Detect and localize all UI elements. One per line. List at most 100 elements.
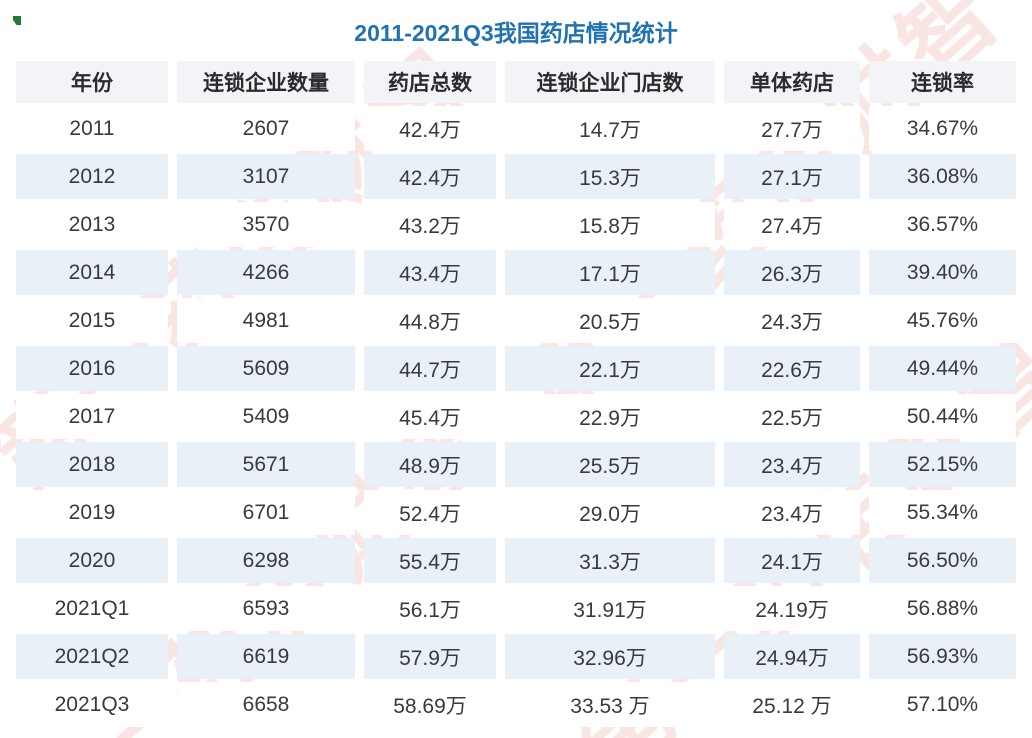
table-cell: 42.4万 bbox=[364, 106, 496, 151]
table-cell: 25.5万 bbox=[505, 442, 715, 487]
table-cell: 23.4万 bbox=[724, 490, 860, 535]
table-cell: 49.44% bbox=[869, 346, 1016, 391]
table-row: 2021Q3 6658 58.69万 33.53 万 25.12 万 57.10% bbox=[16, 682, 1016, 727]
header-cell: 单体药店 bbox=[724, 61, 860, 103]
table-cell: 29.0万 bbox=[505, 490, 715, 535]
table-cell: 48.9万 bbox=[364, 442, 496, 487]
table-cell: 27.1万 bbox=[724, 154, 860, 199]
table-row: 2013 3570 43.2万 15.8万 27.4万 36.57% bbox=[16, 202, 1016, 247]
table-cell: 36.08% bbox=[869, 154, 1016, 199]
table-cell: 2017 bbox=[16, 394, 168, 439]
table-row: 2015 4981 44.8万 20.5万 24.3万 45.76% bbox=[16, 298, 1016, 343]
table-cell: 56.93% bbox=[869, 634, 1016, 679]
table-row: 2014 4266 43.4万 17.1万 26.3万 39.40% bbox=[16, 250, 1016, 295]
table-cell: 2015 bbox=[16, 298, 168, 343]
table-cell: 15.3万 bbox=[505, 154, 715, 199]
table-cell: 2018 bbox=[16, 442, 168, 487]
table-cell: 55.34% bbox=[869, 490, 1016, 535]
header-cell: 连锁企业数量 bbox=[177, 61, 355, 103]
table-cell: 44.8万 bbox=[364, 298, 496, 343]
table-cell: 3570 bbox=[177, 202, 355, 247]
table-cell: 2011 bbox=[16, 106, 168, 151]
table-cell: 33.53 万 bbox=[505, 682, 715, 727]
table-cell: 2020 bbox=[16, 538, 168, 583]
header-row: 年份 连锁企业数量 药店总数 连锁企业门店数 单体药店 连锁率 bbox=[16, 61, 1016, 103]
table-row: 2018 5671 48.9万 25.5万 23.4万 52.15% bbox=[16, 442, 1016, 487]
table-cell: 44.7万 bbox=[364, 346, 496, 391]
header-cell: 连锁率 bbox=[869, 61, 1016, 103]
table-cell: 6593 bbox=[177, 586, 355, 631]
table-cell: 32.96万 bbox=[505, 634, 715, 679]
table-row: 2021Q1 6593 56.1万 31.91万 24.19万 56.88% bbox=[16, 586, 1016, 631]
table-cell: 4266 bbox=[177, 250, 355, 295]
table-cell: 2013 bbox=[16, 202, 168, 247]
table-header: 年份 连锁企业数量 药店总数 连锁企业门店数 单体药店 连锁率 bbox=[16, 61, 1016, 103]
table-cell: 17.1万 bbox=[505, 250, 715, 295]
header-cell: 连锁企业门店数 bbox=[505, 61, 715, 103]
table-cell: 24.3万 bbox=[724, 298, 860, 343]
table-cell: 55.4万 bbox=[364, 538, 496, 583]
table-cell: 2021Q3 bbox=[16, 682, 168, 727]
table-cell: 6298 bbox=[177, 538, 355, 583]
table-cell: 4981 bbox=[177, 298, 355, 343]
table-row: 2011 2607 42.4万 14.7万 27.7万 34.67% bbox=[16, 106, 1016, 151]
table-cell: 15.8万 bbox=[505, 202, 715, 247]
table-cell: 22.6万 bbox=[724, 346, 860, 391]
table-cell: 52.15% bbox=[869, 442, 1016, 487]
table-cell: 3107 bbox=[177, 154, 355, 199]
table-cell: 25.12 万 bbox=[724, 682, 860, 727]
table-cell: 56.50% bbox=[869, 538, 1016, 583]
table-cell: 36.57% bbox=[869, 202, 1016, 247]
table-cell: 22.5万 bbox=[724, 394, 860, 439]
header-cell: 药店总数 bbox=[364, 61, 496, 103]
table-row: 2012 3107 42.4万 15.3万 27.1万 36.08% bbox=[16, 154, 1016, 199]
table-cell: 45.4万 bbox=[364, 394, 496, 439]
table-body: 2011 2607 42.4万 14.7万 27.7万 34.67% 2012 3107 42.… bbox=[16, 106, 1016, 727]
table-cell: 6701 bbox=[177, 490, 355, 535]
table-row: 2016 5609 44.7万 22.1万 22.6万 49.44% bbox=[16, 346, 1016, 391]
table-cell: 31.91万 bbox=[505, 586, 715, 631]
table-cell: 34.67% bbox=[869, 106, 1016, 151]
table-cell: 27.4万 bbox=[724, 202, 860, 247]
pharmacy-stats-table: 年份 连锁企业数量 药店总数 连锁企业门店数 单体药店 连锁率 2011 2607 42.4万… bbox=[7, 58, 1025, 730]
table-cell: 56.1万 bbox=[364, 586, 496, 631]
table-cell: 5409 bbox=[177, 394, 355, 439]
table-cell: 26.3万 bbox=[724, 250, 860, 295]
table-cell: 6619 bbox=[177, 634, 355, 679]
table-cell: 2021Q1 bbox=[16, 586, 168, 631]
table-cell: 31.3万 bbox=[505, 538, 715, 583]
table-cell: 42.4万 bbox=[364, 154, 496, 199]
table-row: 2017 5409 45.4万 22.9万 22.5万 50.44% bbox=[16, 394, 1016, 439]
table-cell: 43.4万 bbox=[364, 250, 496, 295]
table-cell: 56.88% bbox=[869, 586, 1016, 631]
table-row: 2021Q2 6619 57.9万 32.96万 24.94万 56.93% bbox=[16, 634, 1016, 679]
table-cell: 52.4万 bbox=[364, 490, 496, 535]
table-cell: 2014 bbox=[16, 250, 168, 295]
table-cell: 45.76% bbox=[869, 298, 1016, 343]
table-cell: 24.19万 bbox=[724, 586, 860, 631]
table-cell: 23.4万 bbox=[724, 442, 860, 487]
table-cell: 6658 bbox=[177, 682, 355, 727]
table-row: 2019 6701 52.4万 29.0万 23.4万 55.34% bbox=[16, 490, 1016, 535]
table-cell: 5671 bbox=[177, 442, 355, 487]
header-cell: 年份 bbox=[16, 61, 168, 103]
table-cell: 57.10% bbox=[869, 682, 1016, 727]
table-cell: 2607 bbox=[177, 106, 355, 151]
table-cell: 39.40% bbox=[869, 250, 1016, 295]
table-cell: 22.9万 bbox=[505, 394, 715, 439]
table-cell: 5609 bbox=[177, 346, 355, 391]
table-cell: 20.5万 bbox=[505, 298, 715, 343]
page-title: 2011-2021Q3我国药店情况统计 bbox=[354, 20, 678, 46]
table-cell: 22.1万 bbox=[505, 346, 715, 391]
table-cell: 24.1万 bbox=[724, 538, 860, 583]
table-cell: 2012 bbox=[16, 154, 168, 199]
table-cell: 58.69万 bbox=[364, 682, 496, 727]
table-cell: 27.7万 bbox=[724, 106, 860, 151]
table-cell: 50.44% bbox=[869, 394, 1016, 439]
table-cell: 14.7万 bbox=[505, 106, 715, 151]
table-cell: 57.9万 bbox=[364, 634, 496, 679]
table-cell: 2019 bbox=[16, 490, 168, 535]
table-cell: 2021Q2 bbox=[16, 634, 168, 679]
table-cell: 43.2万 bbox=[364, 202, 496, 247]
